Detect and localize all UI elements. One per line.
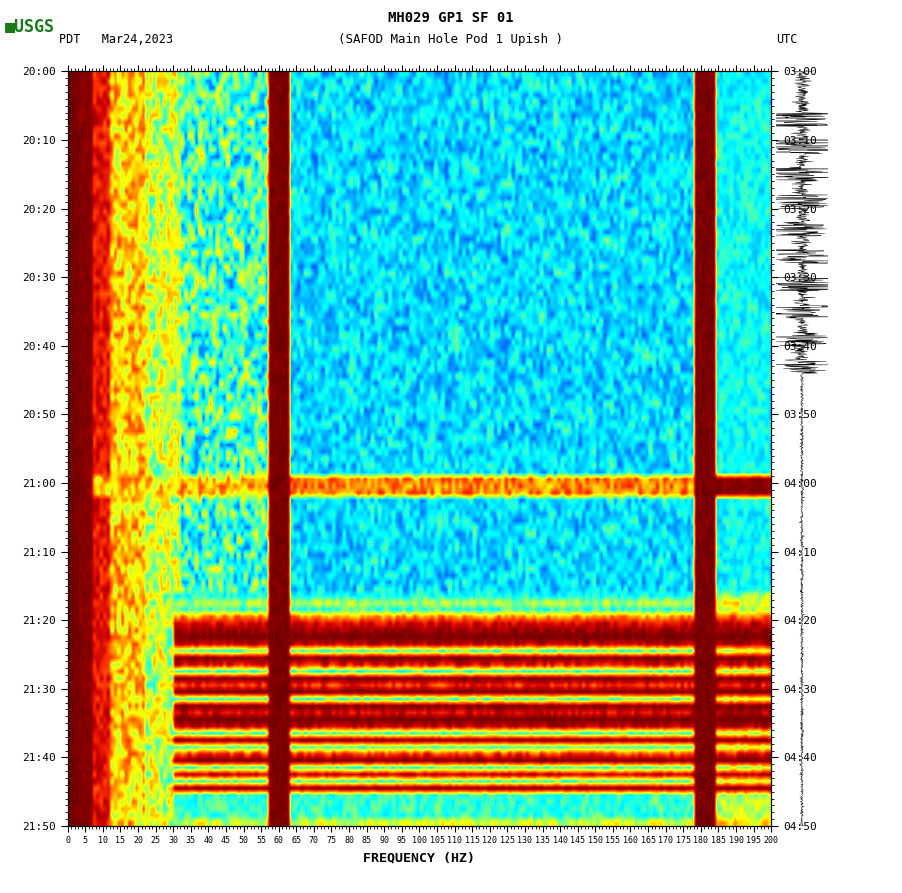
- Text: (SAFOD Main Hole Pod 1 Upish ): (SAFOD Main Hole Pod 1 Upish ): [338, 33, 564, 46]
- Text: ■USGS: ■USGS: [5, 18, 54, 36]
- Text: MH029 GP1 SF 01: MH029 GP1 SF 01: [388, 11, 514, 25]
- Text: PDT   Mar24,2023: PDT Mar24,2023: [59, 33, 172, 46]
- X-axis label: FREQUENCY (HZ): FREQUENCY (HZ): [364, 851, 475, 864]
- Text: UTC: UTC: [776, 33, 797, 46]
